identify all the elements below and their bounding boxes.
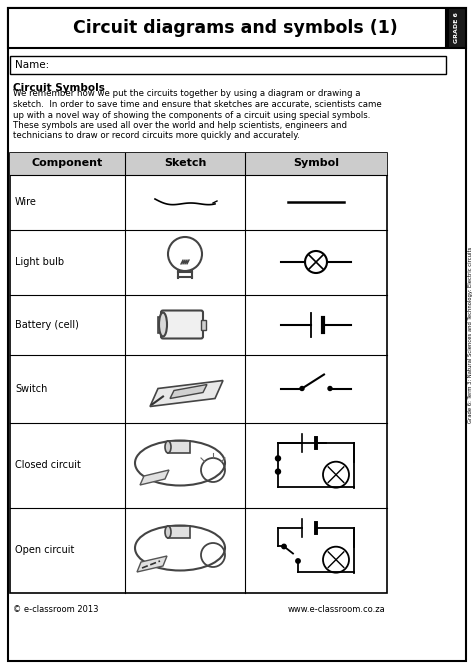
Bar bbox=[8, 8, 446, 48]
Text: sketch.  In order to save time and ensure that sketches are accurate, scientists: sketch. In order to save time and ensure… bbox=[13, 100, 382, 109]
Ellipse shape bbox=[159, 312, 167, 337]
Text: Open circuit: Open circuit bbox=[15, 545, 74, 555]
Text: Sketch: Sketch bbox=[164, 159, 206, 169]
Bar bbox=[10, 153, 387, 593]
Polygon shape bbox=[137, 556, 167, 572]
Bar bbox=[168, 441, 190, 453]
Text: Light bulb: Light bulb bbox=[15, 257, 64, 267]
Text: technicians to draw or record circuits more quickly and accurately.: technicians to draw or record circuits m… bbox=[13, 132, 300, 140]
Circle shape bbox=[296, 559, 300, 563]
Bar bbox=[10, 56, 446, 74]
Bar bbox=[158, 316, 164, 332]
Bar bbox=[448, 8, 466, 48]
Text: Switch: Switch bbox=[15, 383, 47, 393]
Text: Wire: Wire bbox=[15, 197, 37, 207]
Ellipse shape bbox=[165, 526, 171, 538]
Bar bbox=[10, 153, 387, 175]
Circle shape bbox=[275, 469, 281, 474]
Text: Circuit Symbols: Circuit Symbols bbox=[13, 83, 105, 93]
Circle shape bbox=[328, 387, 332, 391]
Bar bbox=[168, 526, 190, 538]
Text: Name:: Name: bbox=[15, 60, 49, 70]
FancyBboxPatch shape bbox=[161, 310, 203, 339]
Circle shape bbox=[300, 387, 304, 391]
Circle shape bbox=[275, 456, 281, 461]
Text: www.e-classroom.co.za: www.e-classroom.co.za bbox=[287, 605, 385, 614]
Bar bbox=[201, 320, 206, 330]
Text: Battery (cell): Battery (cell) bbox=[15, 320, 79, 330]
Polygon shape bbox=[150, 381, 223, 407]
Ellipse shape bbox=[165, 441, 171, 453]
Text: Closed circuit: Closed circuit bbox=[15, 460, 81, 470]
Text: GRADE 6: GRADE 6 bbox=[455, 13, 459, 43]
Polygon shape bbox=[140, 470, 169, 485]
Text: Symbol: Symbol bbox=[293, 159, 339, 169]
Text: Circuit diagrams and symbols (1): Circuit diagrams and symbols (1) bbox=[73, 19, 397, 37]
Text: We remember how we put the circuits together by using a diagram or drawing a: We remember how we put the circuits toge… bbox=[13, 90, 361, 98]
Text: up with a novel way of showing the components of a circuit using special symbols: up with a novel way of showing the compo… bbox=[13, 110, 370, 120]
Text: © e-classroom 2013: © e-classroom 2013 bbox=[13, 605, 99, 614]
Text: These symbols are used all over the world and help scientists, engineers and: These symbols are used all over the worl… bbox=[13, 121, 347, 130]
Text: Component: Component bbox=[32, 159, 103, 169]
Polygon shape bbox=[170, 385, 207, 399]
Circle shape bbox=[282, 545, 286, 549]
Text: Grade 6: Term 3: Natural Sciences and Technology: Electric circuits: Grade 6: Term 3: Natural Sciences and Te… bbox=[468, 246, 474, 423]
